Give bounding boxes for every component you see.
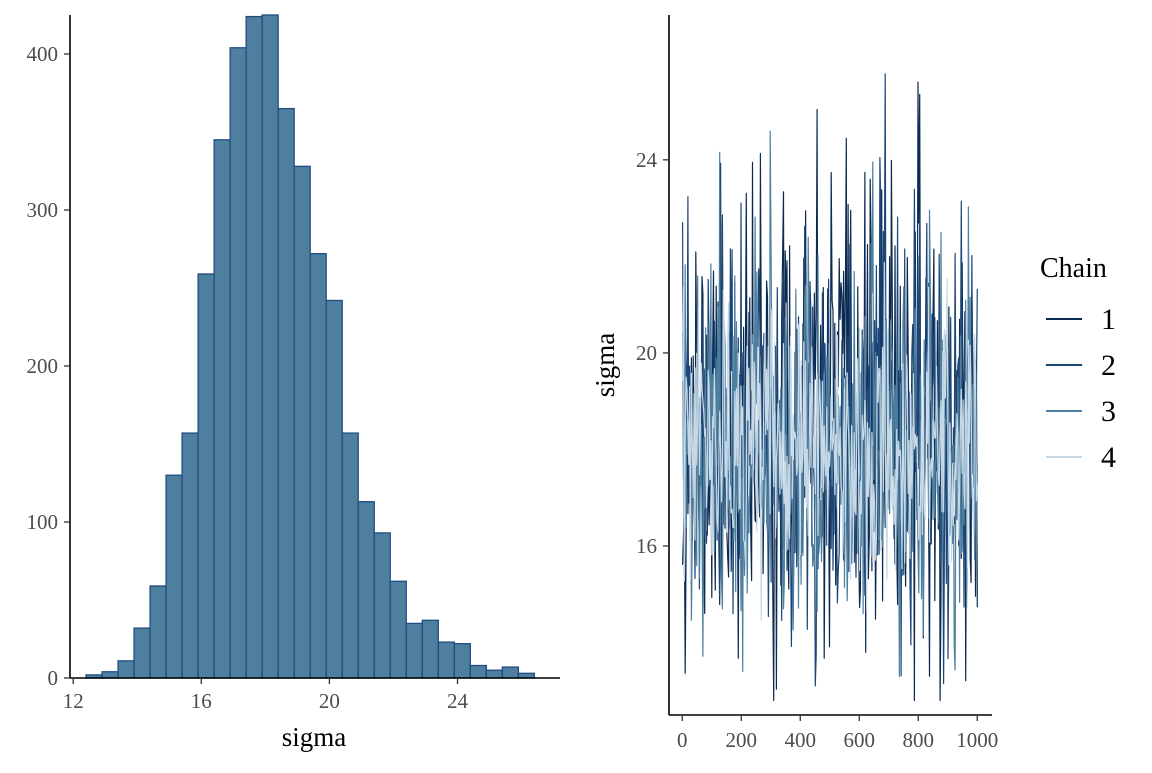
legend-label-chain-3: 3 (1101, 395, 1116, 428)
histogram-bar (277, 107, 295, 679)
histogram-bar (149, 585, 167, 679)
legend-label-chain-4: 4 (1101, 441, 1116, 474)
trace-x-tick-label: 600 (844, 728, 876, 752)
trace-x-tick-label: 1000 (956, 728, 998, 752)
histogram-x-ticks: 12 16 20 24 (63, 678, 469, 713)
histogram-bar (357, 501, 375, 679)
histogram-bar (213, 139, 231, 679)
histogram-bar (197, 273, 215, 679)
legend-items: 1 2 3 4 (1046, 303, 1116, 474)
chain-legend: Chain 1 2 3 4 (1040, 253, 1116, 474)
legend-title: Chain (1040, 253, 1107, 284)
trace-y-ticks: 16 20 24 (636, 148, 669, 558)
trace-x-ticks: 0 200 400 600 800 1000 (677, 715, 998, 752)
histogram-x-tick-label: 20 (319, 689, 340, 713)
histogram-y-tick-label: 300 (27, 198, 59, 222)
histogram-bar (117, 660, 135, 679)
histogram-y-tick-label: 0 (48, 666, 59, 690)
trace-y-tick-label: 24 (636, 148, 658, 172)
histogram-bar (181, 432, 199, 679)
trace-panel: 0 200 400 600 800 1000 16 20 24 sigma (590, 15, 998, 752)
histogram-x-tick-label: 24 (447, 689, 469, 713)
histogram-x-tick-label: 16 (191, 689, 212, 713)
trace-x-tick-label: 0 (677, 728, 688, 752)
trace-y-tick-label: 16 (636, 534, 657, 558)
histogram-bar (165, 474, 183, 679)
histogram-bar (405, 622, 423, 679)
histogram-panel: 12 16 20 24 0 100 200 300 400 sigma (27, 14, 560, 752)
histogram-bar (437, 641, 455, 679)
histogram-y-tick-label: 100 (27, 510, 59, 534)
histogram-bar (325, 299, 343, 679)
trace-x-tick-label: 400 (785, 728, 817, 752)
histogram-bar (309, 253, 327, 679)
chain-4-trace-line (682, 261, 978, 622)
histogram-bar (389, 580, 407, 679)
histogram-bar (485, 669, 504, 679)
histogram-bar (133, 627, 151, 679)
legend-label-chain-1: 1 (1101, 303, 1116, 336)
histogram-bar (421, 619, 439, 679)
histogram-y-tick-label: 400 (27, 42, 59, 66)
histogram-bar (261, 14, 279, 679)
histogram-bar (469, 664, 487, 679)
trace-x-tick-label: 200 (726, 728, 758, 752)
histogram-y-ticks: 0 100 200 300 400 (27, 42, 70, 690)
trace-y-tick-label: 20 (636, 341, 657, 365)
trace-lines (681, 73, 978, 702)
histogram-bar (229, 47, 247, 679)
trace-x-tick-label: 800 (903, 728, 935, 752)
histogram-bar (101, 671, 119, 679)
histogram-bar (293, 165, 311, 679)
legend-label-chain-2: 2 (1101, 349, 1116, 382)
histogram-bar (341, 432, 359, 679)
histogram-bar (501, 666, 520, 679)
histogram-x-axis-title: sigma (282, 722, 347, 752)
histogram-bar (453, 643, 471, 679)
histogram-bar (245, 15, 263, 679)
histogram-bars (85, 14, 536, 679)
histogram-y-tick-label: 200 (27, 354, 59, 378)
trace-y-axis-title: sigma (590, 333, 620, 398)
histogram-bar (373, 532, 391, 679)
histogram-x-tick-label: 12 (63, 689, 84, 713)
